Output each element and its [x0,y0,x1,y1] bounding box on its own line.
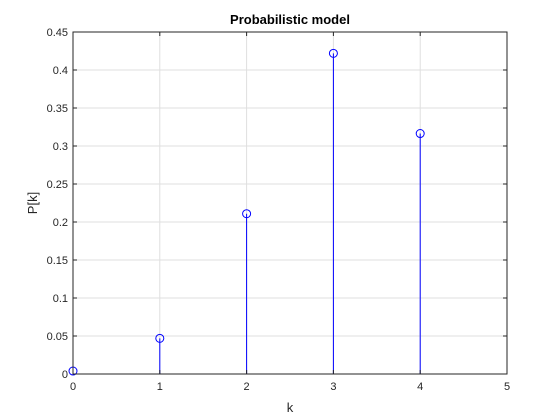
y-tick-label: 0.4 [53,65,68,77]
plot-frame [72,31,508,375]
stem-marker [242,209,252,219]
y-tick-label: 0.35 [47,103,68,115]
y-tick-label: 0.1 [53,293,68,305]
plot-area [73,32,507,374]
stem-marker [415,129,425,139]
y-tick-label: 0.05 [47,331,68,343]
x-tick-label: 0 [70,381,76,393]
stem-marker [155,333,165,343]
x-tick-label: 2 [244,381,250,393]
x-tick-label: 1 [157,381,163,393]
chart-title: Probabilistic model [230,12,350,27]
y-tick-label: 0.2 [53,217,68,229]
y-tick-labels: 0 0.05 0.1 0.15 0.2 0.25 0.3 0.35 0.4 0.45 [47,27,68,381]
y-tick-label: 0.3 [53,141,68,153]
x-tick-label: 5 [504,381,510,393]
x-tick-label: 3 [330,381,336,393]
grid-lines [72,31,508,375]
y-tick-label: 0.45 [47,27,68,39]
x-tick-labels: 0 1 2 3 4 5 [70,381,510,393]
x-tick-label: 4 [417,381,423,393]
x-axis-label: k [287,400,294,415]
stem-marker [328,48,338,58]
stem-series [68,48,425,376]
y-tick-label: 0.15 [47,255,68,267]
y-axis-label: P[k] [25,192,40,214]
y-tick-label: 0 [62,369,68,381]
axis-ticks [72,31,508,375]
y-tick-label: 0.25 [47,179,68,191]
